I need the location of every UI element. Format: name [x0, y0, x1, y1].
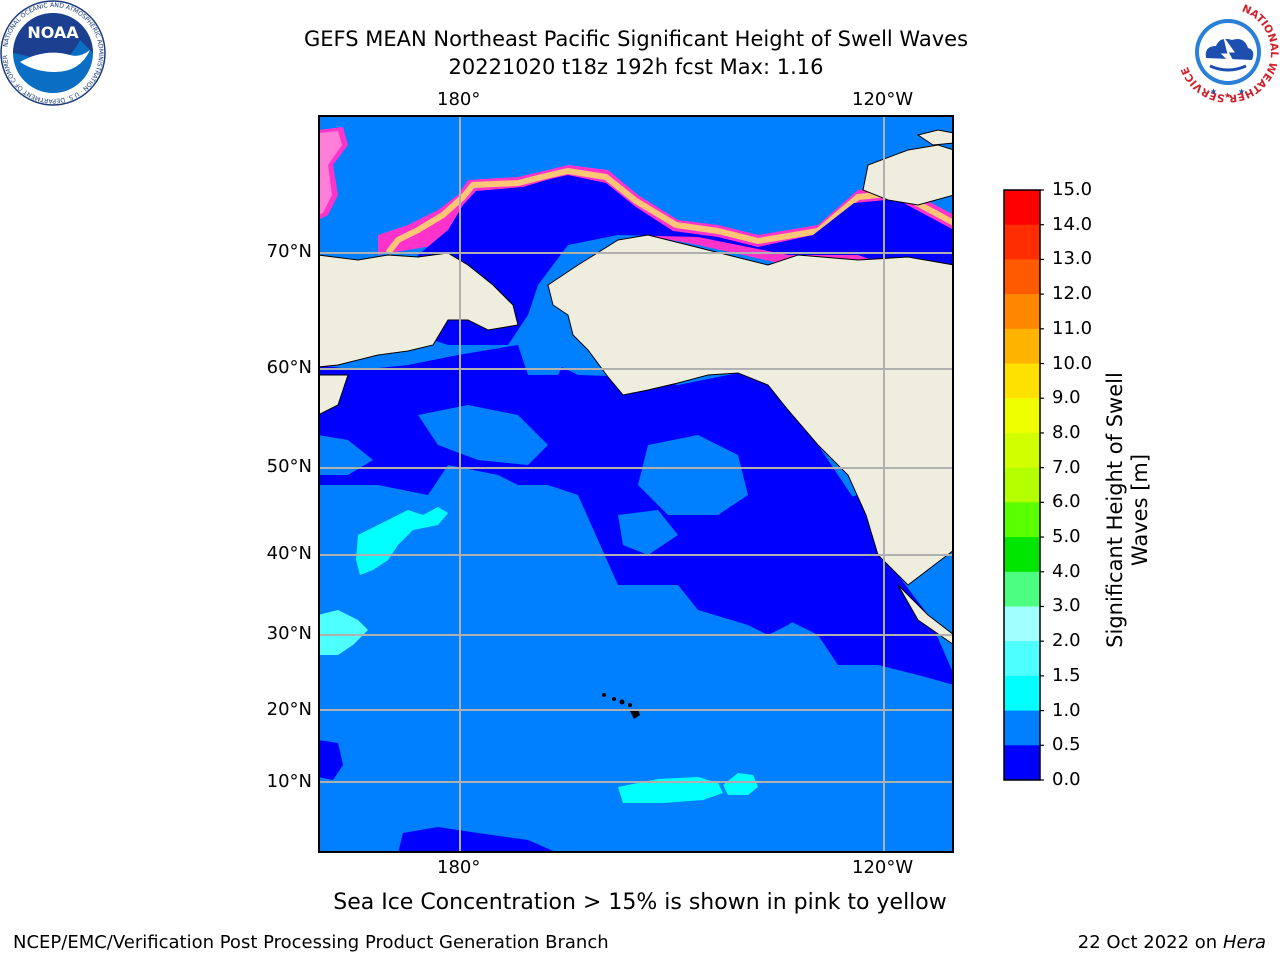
swell-patch-3	[618, 777, 723, 803]
colorbar-title: Significant Height of Swell Waves [m]	[1103, 372, 1152, 648]
colorbar-segment	[1004, 294, 1040, 330]
swell-height-map	[318, 115, 954, 853]
hawaii-islands	[602, 693, 640, 719]
colorbar-tick-label: 14.0	[1052, 213, 1093, 235]
colorbar-segment	[1004, 675, 1040, 712]
lat-label-40n: 40°N	[266, 543, 312, 564]
colorbar-segment	[1004, 467, 1040, 503]
colorbar-segment	[1004, 571, 1040, 607]
lat-label-50n: 50°N	[266, 456, 312, 477]
producer-credit: NCEP/EMC/Verification Post Processing Pr…	[13, 932, 609, 953]
swell-patch-1	[356, 507, 448, 575]
lon-label-bottom-180: 180°	[437, 857, 481, 878]
colorbar-segment	[1004, 398, 1040, 434]
colorbar-tick-label: 6.0	[1052, 491, 1081, 513]
colorbar-tick-label: 2.0	[1052, 630, 1081, 652]
arctic-open-water	[408, 175, 954, 345]
land-arctic-islands	[862, 144, 954, 206]
colorbar-tick-label: 3.0	[1052, 595, 1081, 617]
colorbar	[1003, 189, 1044, 781]
colorbar-segment	[1004, 641, 1040, 677]
colorbar-segment	[1004, 710, 1040, 746]
noaa-logo: NATIONAL OCEANIC AND ATMOSPHERIC ADMINIS…	[0, 0, 106, 106]
colorbar-tick-label: 8.0	[1052, 421, 1081, 443]
colorbar-segment	[1004, 190, 1040, 226]
host-name: Hera	[1222, 932, 1266, 953]
lon-label-top-180: 180°	[437, 89, 481, 110]
lat-label-60n: 60°N	[266, 357, 312, 378]
swell-patch-2	[318, 610, 368, 655]
map-title: GEFS MEAN Northeast Pacific Significant …	[303, 27, 969, 51]
svg-text:★: ★	[1210, 87, 1217, 96]
colorbar-segment	[1004, 745, 1040, 781]
lat-label-20n: 20°N	[266, 699, 312, 720]
colorbar-segment	[1004, 537, 1040, 573]
noaa-logo-text: NOAA	[27, 23, 79, 42]
lat-label-30n: 30°N	[266, 623, 312, 644]
colorbar-segment	[1004, 259, 1040, 295]
colorbar-segment	[1004, 328, 1040, 365]
graticule	[318, 115, 954, 853]
svg-text:★: ★	[1238, 87, 1245, 96]
colorbar-tick-label: 0.0	[1052, 769, 1081, 790]
lat-label-70n: 70°N	[266, 241, 312, 262]
colorbar-tick-label: 4.0	[1052, 560, 1081, 582]
colorbar-segment	[1004, 432, 1040, 469]
colorbar-tick-label: 12.0	[1052, 283, 1093, 305]
sea-ice-note: Sea Ice Concentration > 15% is shown in …	[333, 890, 947, 915]
colorbar-frame	[1003, 189, 1041, 781]
colorbar-segment	[1004, 363, 1040, 399]
colorbar-tick-label: 15.0	[1052, 179, 1093, 200]
forecast-subtitle: 20221020 t18z 192h fcst Max: 1.16	[448, 55, 824, 79]
colorbar-tick-label: 5.0	[1052, 526, 1081, 548]
colorbar-tick-label: 10.0	[1052, 352, 1093, 374]
lon-label-bottom-120w: 120°W	[852, 857, 914, 878]
generation-date: 22 Oct 2022 on Hera	[1077, 932, 1266, 953]
colorbar-tick-label: 0.5	[1052, 734, 1081, 756]
colorbar-segment	[1004, 606, 1040, 642]
colorbar-tick-label: 1.0	[1052, 699, 1081, 721]
colorbar-segment	[1004, 224, 1040, 260]
sea-ice-high-concentration	[385, 167, 954, 255]
coastal-low-swell	[773, 495, 954, 685]
colorbar-tick-label: 1.5	[1052, 664, 1081, 686]
colorbar-tick-label: 7.0	[1052, 456, 1081, 478]
map-frame	[318, 115, 954, 853]
lon-label-top-120w: 120°W	[852, 89, 914, 110]
nws-logo: NATIONAL WEATHER SERVICE ★ ★ ★	[1178, 2, 1280, 104]
swell-patch-4	[723, 773, 758, 795]
lat-label-10n: 10°N	[266, 771, 312, 792]
svg-text:★: ★	[1224, 91, 1231, 100]
colorbar-segment	[1004, 502, 1040, 538]
colorbar-tick-label: 9.0	[1052, 387, 1081, 409]
colorbar-tick-label: 13.0	[1052, 248, 1093, 270]
colorbar-tick-label: 11.0	[1052, 317, 1093, 339]
land-siberia	[318, 252, 519, 368]
